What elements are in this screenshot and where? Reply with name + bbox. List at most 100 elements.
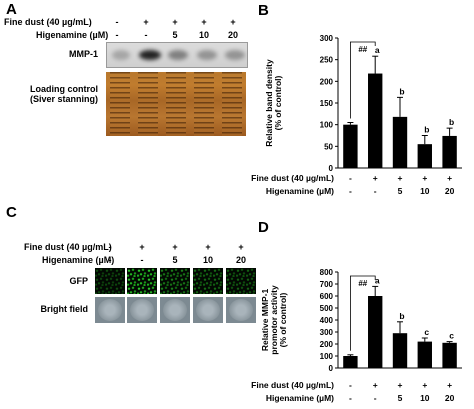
bright-field-image [226, 297, 256, 323]
significance-label: c [424, 327, 429, 337]
loading-control-label-line1: Loading control [30, 84, 98, 94]
panel-c-fine-dust-mark: + [238, 242, 244, 252]
mmp1-band-label: MMP-1 [69, 49, 98, 59]
panel-c-fine-dust-label: Fine dust (40 µg/mL) [24, 242, 112, 252]
fine-dust-mark: + [422, 173, 427, 183]
gfp-row-label: GFP [69, 276, 88, 286]
higenamine-mark: - [349, 186, 352, 196]
y-tick-label: 200 [320, 340, 334, 349]
fine-dust-mark: + [373, 380, 378, 390]
y-axis-label: Relative MMP-1 [260, 289, 270, 352]
y-tick-label: 800 [320, 268, 334, 277]
panel-c-higenamine-mark: - [140, 255, 144, 265]
panel-a-fine-dust-mark: + [201, 17, 207, 27]
gel-lane [194, 72, 214, 136]
bar [417, 144, 432, 168]
gfp-image [95, 268, 125, 294]
panel-a-fine-dust-mark: + [172, 17, 178, 27]
blot-band [139, 50, 161, 60]
bracket-label: ## [358, 45, 367, 54]
higenamine-mark: 10 [420, 393, 430, 403]
significance-label: b [399, 86, 404, 96]
fine-dust-mark: - [349, 173, 352, 183]
y-axis-label: promotor activity [269, 285, 279, 355]
y-tick-label: 150 [320, 99, 334, 108]
fine-dust-row-label: Fine dust (40 µg/mL) [251, 380, 334, 390]
bright-field-image [193, 297, 223, 323]
fine-dust-mark: + [422, 380, 427, 390]
significance-label: b [449, 117, 454, 127]
bar [442, 342, 457, 368]
silver-stain-gel-image [106, 72, 246, 136]
fine-dust-mark: + [447, 380, 452, 390]
comparison-bracket [350, 275, 376, 351]
panel-c-higenamine-mark: 10 [202, 255, 214, 265]
panel-c-fine-dust-mark: + [205, 242, 211, 252]
panel-a-higenamine-label: Higenamine (µM) [36, 30, 109, 40]
panel-letter-d: D [258, 219, 269, 236]
y-axis-label: (% of control) [273, 75, 283, 130]
panel-a-fine-dust-mark: + [230, 17, 236, 27]
panel-c-fine-dust-mark: + [172, 242, 178, 252]
significance-label: c [449, 331, 454, 341]
significance-label: b [399, 311, 404, 321]
loading-control-label: Loading control (Siver stanning) [30, 84, 98, 105]
fine-dust-mark: + [398, 173, 403, 183]
higenamine-mark: 10 [420, 186, 430, 196]
bar [442, 135, 457, 168]
y-tick-label: 250 [320, 56, 334, 65]
bar [368, 73, 383, 168]
y-axis-label: (% of control) [278, 292, 288, 347]
bar [368, 296, 383, 368]
panel-c-higenamine-mark: 5 [172, 255, 178, 265]
panel-a-fine-dust-label: Fine dust (40 µg/mL) [4, 17, 92, 27]
panel-a-higenamine-mark: - [144, 30, 148, 40]
higenamine-row-label: Higenamine (µM) [266, 393, 334, 403]
y-axis-label: Relative band density [264, 59, 274, 147]
gel-lane [222, 72, 242, 136]
blot-band [168, 50, 188, 60]
higenamine-mark: 20 [445, 186, 455, 196]
y-tick-label: 0 [329, 164, 334, 173]
panel-c-fine-dust-mark: + [139, 242, 145, 252]
higenamine-mark: 5 [398, 186, 403, 196]
gel-lane [166, 72, 186, 136]
fine-dust-row-label: Fine dust (40 µg/mL) [251, 173, 334, 183]
y-tick-label: 400 [320, 316, 334, 325]
western-blot-image [106, 42, 248, 68]
panel-c-higenamine-mark: 20 [235, 255, 247, 265]
panel-b-bar-chart: 0 50 100 150 200 250 300 Relative band density(… [251, 34, 462, 196]
panel-c-fine-dust-mark: - [108, 242, 112, 252]
higenamine-mark: - [349, 393, 352, 403]
bar [392, 116, 408, 168]
y-tick-label: 500 [320, 304, 334, 313]
fine-dust-mark: + [398, 380, 403, 390]
higenamine-mark: - [374, 393, 377, 403]
blot-band [197, 50, 217, 60]
higenamine-row-label: Higenamine (µM) [266, 186, 334, 196]
bright-field-image [95, 297, 125, 323]
fine-dust-mark: + [447, 173, 452, 183]
bar [343, 356, 358, 368]
y-tick-label: 50 [324, 142, 333, 151]
bar [392, 333, 408, 368]
y-tick-label: 700 [320, 280, 334, 289]
gfp-image [160, 268, 190, 294]
y-tick-label: 600 [320, 292, 334, 301]
bar [417, 341, 432, 368]
y-tick-label: 200 [320, 77, 334, 86]
significance-label: a [375, 45, 380, 55]
y-tick-label: 0 [329, 364, 334, 373]
panel-a-higenamine-mark: 5 [172, 30, 178, 40]
y-tick-label: 100 [320, 352, 334, 361]
gfp-image [226, 268, 256, 294]
bar [343, 124, 358, 168]
gfp-image [127, 268, 157, 294]
panel-letter-a: A [6, 1, 17, 18]
significance-label: a [375, 275, 380, 285]
bright-field-image [127, 297, 157, 323]
bright-field-row-label: Bright field [40, 304, 89, 314]
gel-lane [138, 72, 158, 136]
panel-a-higenamine-mark: 20 [227, 30, 239, 40]
bright-field-image [160, 297, 190, 323]
